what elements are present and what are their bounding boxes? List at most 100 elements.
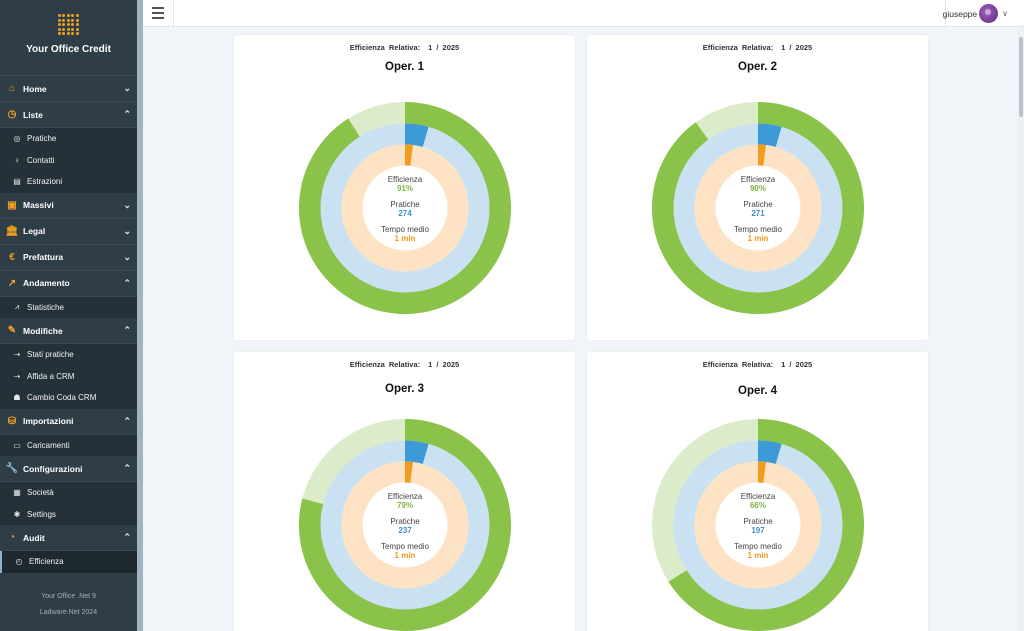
scrollbar-thumb[interactable]: [1019, 37, 1023, 117]
sidebar: Your Office Credit ⌂ Home ⌄ ◷ Liste ⌃ ◎ Pratich…: [0, 0, 143, 631]
pratiche-arc: [404, 123, 429, 148]
sidebar-submenu: ▭ Caricamenti: [0, 434, 137, 457]
card-heading: Efficienza Relativa: 1 / 2025: [234, 43, 575, 52]
sidebar-item-label: Società: [27, 488, 54, 498]
efficiency-donut-chart: [299, 419, 511, 631]
sidebar-item-8-1[interactable]: ✱ Settings: [0, 504, 137, 526]
efficiency-donut-chart: [652, 102, 864, 314]
sidebar-section-label: Prefattura: [23, 252, 64, 262]
sidebar-section-label: Massivi: [23, 200, 54, 210]
donut-center-labels: Efficienza 91% Pratiche 274 Tempo medio 1 min: [299, 175, 511, 244]
chevron-up-icon: ⌃: [123, 325, 131, 335]
chevron-up-icon: ⌃: [123, 277, 131, 288]
sidebar-section-3[interactable]: 🏛 Legal ⌄: [0, 219, 137, 245]
chevron-down-icon: ⌄: [123, 199, 131, 210]
home-icon: ⌂: [8, 83, 16, 94]
heading-label: Efficienza Relativa:: [349, 43, 421, 52]
extract-icon: ▤: [13, 177, 21, 187]
edit-icon: ✎: [7, 325, 17, 336]
sidebar-item-1-1[interactable]: ♀ Contatti: [0, 150, 137, 172]
efficiency-arc: [299, 102, 511, 314]
sidebar-section-8[interactable]: 🔧 Configurazioni ⌃: [0, 456, 137, 482]
sidebar-item-label: Affida a CRM: [27, 371, 75, 381]
sidebar-section-1[interactable]: ◷ Liste ⌃: [0, 102, 137, 128]
operator-card-3: Efficienza Relativa: 1 / 2025 Oper. 3 Effic…: [234, 352, 575, 631]
sidebar-section-5[interactable]: ↗ Andamento ⌃: [0, 271, 137, 297]
donut-center: [716, 166, 800, 250]
user-menu[interactable]: giuseppe ∨: [943, 4, 1008, 23]
chevron-up-icon: ⌃: [123, 463, 131, 473]
operator-card-1: Efficienza Relativa: 1 / 2025 Oper. 1 Effic…: [234, 35, 575, 340]
folder-icon: ◎: [13, 134, 21, 144]
sidebar-item-5-0[interactable]: ⩘ Statistiche: [0, 297, 137, 319]
top-header: giuseppe ∨: [143, 0, 1024, 27]
sidebar-section-label: Modifiche: [23, 325, 63, 336]
sidebar-item-label: Pratiche: [27, 134, 57, 144]
heading-label: Efficienza Relativa:: [349, 360, 421, 369]
arrows-icon: ⇢: [13, 350, 21, 360]
pratiche-value: 274: [398, 209, 412, 218]
sidebar-section-6[interactable]: ✎ Modifiche ⌃: [0, 318, 137, 344]
sidebar-item-label: Efficienza: [29, 557, 64, 567]
sidebar-scrollbar[interactable]: [137, 0, 143, 631]
sidebar-item-6-1[interactable]: ⇢ Affida a CRM: [0, 366, 137, 388]
header-divider-user: [945, 0, 946, 27]
heading-label: Efficienza Relativa:: [702, 43, 774, 52]
sidebar-item-label: Settings: [27, 509, 56, 519]
tempo-medio-label: Tempo medio: [733, 542, 783, 551]
sidebar-item-6-2[interactable]: ☗ Cambio Coda CRM: [0, 387, 137, 409]
pratiche-label: Pratiche: [390, 200, 420, 209]
sidebar-section-9[interactable]: ◔ Audit ⌃: [0, 525, 137, 551]
database-icon: ⛁: [7, 415, 17, 427]
page-scrollbar[interactable]: [1018, 27, 1024, 631]
efficienza-value: 66%: [749, 501, 766, 510]
tempo-medio-value: 1 min: [747, 551, 769, 560]
sidebar-item-1-2[interactable]: ▤ Estrazioni: [0, 171, 137, 193]
donut-center: [363, 166, 447, 250]
heading-period: 1 / 2025: [781, 43, 813, 52]
sidebar-section-label: Configurazioni: [23, 463, 83, 474]
efficiency-donut-chart: [652, 419, 864, 631]
sidebar-section-7[interactable]: ⛁ Importazioni ⌃: [0, 409, 137, 435]
sidebar-item-7-0[interactable]: ▭ Caricamenti: [0, 435, 137, 457]
sidebar-menu: ⌂ Home ⌄ ◷ Liste ⌃ ◎ Pratiche ♀ Contatti ▤ Estrazio…: [0, 76, 137, 573]
contact-icon: ♀: [14, 155, 20, 165]
sidebar-item-label: Cambio Coda CRM: [27, 393, 97, 403]
pratiche-label: Pratiche: [743, 517, 773, 526]
sidebar-section-4[interactable]: € Prefattura ⌄: [0, 245, 137, 271]
sidebar-section-label: Importazioni: [23, 416, 74, 426]
pratiche-label: Pratiche: [743, 200, 773, 209]
chevron-up-icon: ⌃: [123, 532, 131, 542]
sidebar-item-6-0[interactable]: ⇢ Stati pratiche: [0, 344, 137, 366]
tempo-medio-label: Tempo medio: [733, 225, 783, 234]
sidebar-submenu: ◎ Pratiche ♀ Contatti ▤ Estrazioni: [0, 128, 137, 193]
chevron-down-icon: ⌄: [123, 251, 131, 262]
tempo-medio-value: 1 min: [394, 551, 416, 560]
tempo-medio-label: Tempo medio: [380, 542, 430, 551]
sidebar-section-0[interactable]: ⌂ Home ⌄: [0, 76, 137, 102]
users-icon: ☗: [13, 393, 21, 403]
operator-name: Oper. 3: [385, 383, 424, 395]
hamburger-menu-icon[interactable]: [152, 7, 164, 19]
brand-logo-icon: [57, 14, 80, 36]
sidebar-item-label: Caricamenti: [27, 440, 70, 450]
operator-card-2: Efficienza Relativa: 1 / 2025 Oper. 2 Effic…: [587, 35, 928, 340]
donut-center-labels: Efficienza 90% Pratiche 271 Tempo medio 1 min: [652, 175, 864, 244]
sidebar-item-1-0[interactable]: ◎ Pratiche: [0, 128, 137, 150]
sidebar-item-8-0[interactable]: ▦ Società: [0, 482, 137, 504]
sidebar-section-2[interactable]: ▣ Massivi ⌄: [0, 193, 137, 219]
efficienza-label: Efficienza: [740, 175, 776, 184]
chevron-up-icon: ⌃: [123, 415, 131, 426]
tempo-medio-value: 1 min: [747, 234, 769, 243]
brand: Your Office Credit: [0, 0, 137, 76]
sidebar-item-9-0[interactable]: ◴ Efficienza: [0, 551, 137, 573]
heading-period: 1 / 2025: [428, 360, 460, 369]
efficiency-donut-chart: [299, 102, 511, 314]
pratiche-value: 197: [751, 526, 765, 535]
footer-copyright: Ladware.Net 2024: [39, 608, 98, 616]
sidebar-section-label: Home: [23, 83, 47, 94]
efficienza-label: Efficienza: [740, 492, 776, 501]
avatar[interactable]: [979, 4, 999, 23]
donut-center: [716, 483, 800, 567]
efficiency-arc: [652, 102, 864, 314]
